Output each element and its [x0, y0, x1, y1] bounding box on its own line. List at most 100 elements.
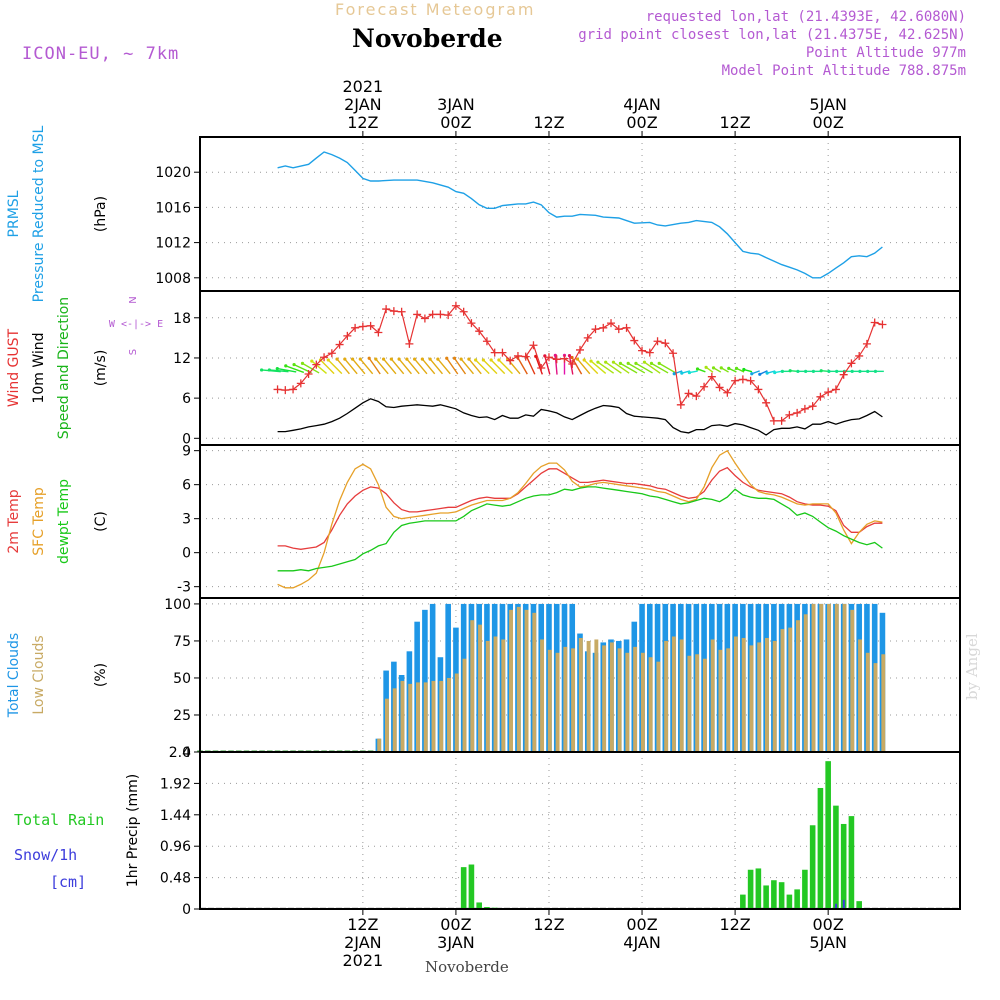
- rain-bar: [755, 868, 762, 909]
- wind-arrow: [590, 360, 607, 374]
- gust-marker: [808, 402, 817, 411]
- pressure-line: [277, 151, 883, 279]
- wind-arrowhead: [428, 357, 432, 361]
- wind-arrowhead: [711, 366, 716, 370]
- panel-label-pressure: PRMSL: [6, 190, 22, 237]
- gust-marker: [855, 351, 864, 360]
- gust-marker: [389, 307, 398, 316]
- wind-arrowhead: [727, 366, 731, 370]
- gust-marker: [428, 310, 437, 319]
- wind-arrowhead: [358, 357, 362, 361]
- wind-arrow: [475, 359, 490, 375]
- wind-arrowhead: [381, 357, 386, 361]
- temp-line-dew: [277, 486, 883, 572]
- wind-arrowhead: [474, 358, 478, 362]
- rain-bar: [802, 869, 808, 909]
- precip-label-total: Total Rain: [14, 811, 104, 829]
- cloud-low-bar: [408, 683, 413, 752]
- cloud-low-bar: [385, 698, 389, 752]
- gust-marker: [723, 388, 732, 397]
- rain-bar: [740, 894, 746, 909]
- gust-marker: [738, 375, 747, 384]
- wind-arrowhead: [420, 357, 424, 361]
- top-time-label: 12Z: [719, 113, 750, 132]
- cloud-low-bar: [881, 654, 886, 752]
- wind-arrowhead: [567, 353, 572, 358]
- top-time-label: 00Z: [812, 113, 843, 132]
- precip-label-cm: [cm]: [50, 873, 86, 891]
- gust-marker: [529, 341, 538, 350]
- cloud-low-bar: [679, 639, 684, 752]
- gust-marker: [304, 370, 313, 379]
- gust-marker: [707, 372, 716, 381]
- wind-arrow: [414, 358, 428, 375]
- cloud-low-bar: [718, 649, 723, 752]
- cloud-low-bar: [439, 680, 444, 752]
- cloud-low-bar: [710, 639, 715, 752]
- point-altitude: Point Altitude 977m: [805, 45, 966, 61]
- bottom-time-label: 00Z: [812, 915, 843, 934]
- wind-arrow: [327, 359, 343, 375]
- cloud-low-bar: [501, 639, 506, 752]
- cloud-low-bar: [416, 682, 420, 752]
- gust-marker: [754, 385, 763, 394]
- page-title: Novoberde: [352, 24, 503, 53]
- wind-arrow: [320, 359, 335, 375]
- bottom-time-label: 12Z: [533, 915, 564, 934]
- wind-arrowhead: [804, 369, 808, 373]
- cloud-low-bar: [478, 624, 482, 752]
- cloud-low-bar: [431, 680, 436, 752]
- gust-marker: [335, 340, 344, 349]
- wind-arrow: [568, 355, 574, 375]
- cloud-low-bar: [648, 657, 653, 752]
- rain-bar: [817, 787, 824, 909]
- ytick-label-pressure: 1020: [155, 165, 191, 181]
- panel-label-clouds: Low Clouds: [31, 635, 47, 714]
- rain-bar: [476, 902, 482, 909]
- wind-arrow: [375, 358, 389, 375]
- cloud-low-bar: [524, 609, 529, 752]
- wind-arrowhead: [284, 364, 288, 368]
- bottom-time-label: 00Z: [440, 915, 471, 934]
- bottom-time-label: 12Z: [347, 915, 378, 934]
- precip-label-snow: Snow/1h: [14, 846, 77, 864]
- temp-line-sfc: [277, 449, 883, 589]
- gust-marker: [444, 311, 453, 320]
- gust-marker: [746, 376, 755, 385]
- gust-marker: [358, 322, 367, 331]
- wind-arrowhead: [873, 369, 878, 373]
- wind-arrow: [368, 357, 381, 375]
- wind-arrowhead: [310, 359, 314, 363]
- unit-label-pressure: (hPa): [93, 196, 109, 232]
- top-time-label: 00Z: [626, 113, 657, 132]
- rain-bar: [778, 882, 785, 909]
- wind-arrowhead: [405, 357, 409, 361]
- wind-speed-line: [277, 398, 883, 436]
- gust-marker: [482, 337, 491, 346]
- gust-marker: [793, 408, 802, 417]
- wind-arrow: [406, 358, 420, 375]
- wind-arrowhead: [326, 358, 330, 362]
- gust-marker: [700, 382, 709, 391]
- wind-arrow: [658, 362, 677, 374]
- gust-marker: [777, 416, 786, 425]
- cloud-total-bar: [422, 609, 428, 752]
- wind-arrowhead: [267, 368, 271, 372]
- wind-arrow: [398, 358, 412, 375]
- wind-arrow: [627, 362, 646, 374]
- cloud-low-bar: [780, 629, 785, 752]
- cloud-low-bar: [625, 652, 630, 752]
- gust-marker: [405, 339, 414, 348]
- gust-marker: [645, 348, 654, 357]
- gust-marker: [870, 318, 879, 327]
- gust-marker: [583, 333, 592, 342]
- gust-marker: [289, 385, 298, 394]
- ytick-label-pressure: 1008: [155, 271, 191, 287]
- ytick-label-precip: 0.48: [160, 871, 191, 887]
- cloud-low-bar: [563, 646, 568, 752]
- gust-marker: [692, 392, 701, 401]
- wind-arrowhead: [374, 357, 378, 361]
- wind-arrowhead: [575, 357, 580, 361]
- ytick-label-wind: 18: [173, 311, 191, 327]
- bottom-time-label: 00Z: [626, 915, 657, 934]
